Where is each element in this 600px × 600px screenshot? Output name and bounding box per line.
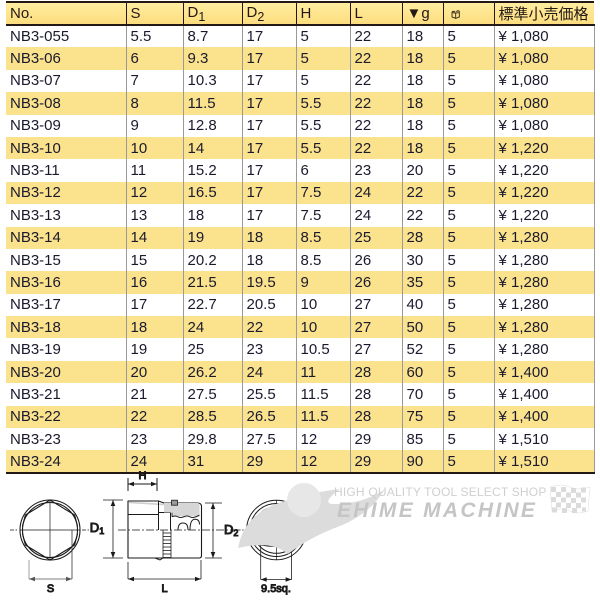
svg-text:D1: D1 [90, 520, 104, 536]
svg-text:D2: D2 [224, 522, 238, 538]
svg-text:9.5sq.: 9.5sq. [261, 583, 291, 595]
svg-text:S: S [47, 583, 54, 595]
svg-text:L: L [161, 583, 167, 595]
svg-text:H: H [139, 471, 147, 482]
